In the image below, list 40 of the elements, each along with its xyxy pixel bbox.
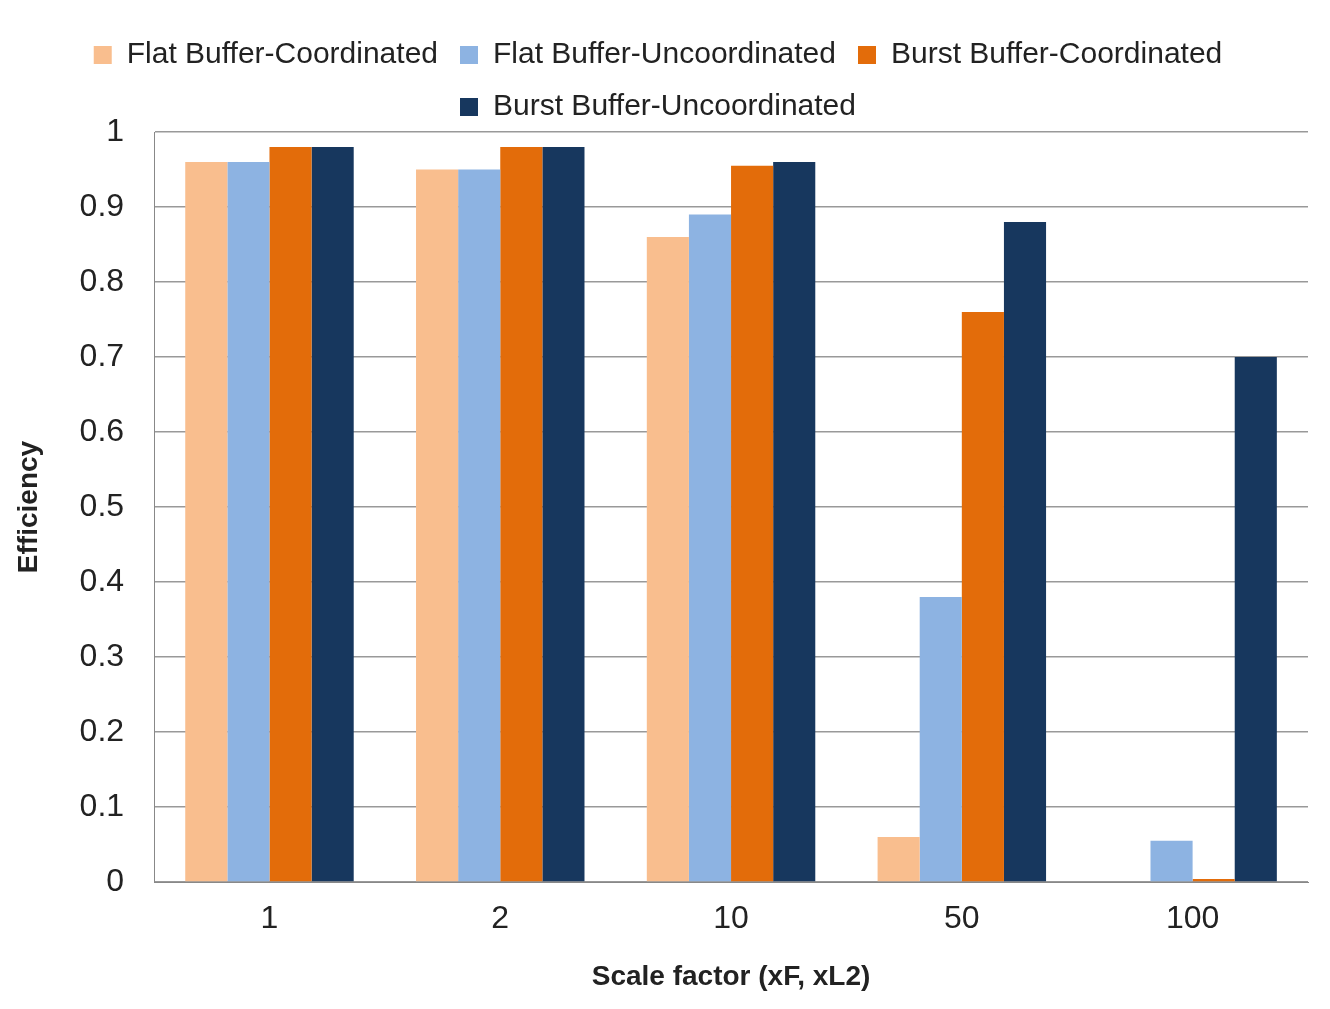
bar [542,147,585,882]
bar [311,147,354,882]
bar [646,237,689,882]
y-tick-label: 0.5 [79,486,125,523]
y-tick-label: 0.3 [79,636,125,673]
bar [961,312,1004,882]
y-tick-label: 0.2 [79,711,125,748]
x-tick-label: 2 [491,899,510,936]
bar [185,162,228,882]
y-tick-label: 0.8 [79,261,125,298]
x-tick-label: 50 [944,899,980,936]
bar [1234,357,1277,882]
x-tick-label: 1 [260,899,279,936]
y-tick-label: 1 [106,111,125,148]
bar [688,214,732,882]
y-tick-label: 0.7 [79,336,125,373]
bar [458,169,501,882]
y-tick-label: 0.4 [79,561,125,598]
y-tick-label: 0.1 [79,786,125,823]
legend-label: Flat Buffer-Coordinated [126,36,439,70]
x-tick-label: 100 [1165,899,1220,936]
y-axis-title: Efficiency [11,440,43,574]
bar [877,837,920,882]
bar [1150,840,1193,882]
legend-label: Burst Buffer-Uncoordinated [493,88,856,122]
x-axis-title: Scale factor (xF, xL2) [591,959,871,991]
y-tick-label: 0.6 [79,411,125,448]
legend-label: Burst Buffer-Coordinated [890,36,1223,70]
bar [500,147,543,882]
bar [227,162,270,882]
legend-label: Flat Buffer-Uncoordinated [493,36,836,70]
y-tick-label: 0.9 [79,186,125,223]
bar [416,169,459,882]
y-tick-label: 0 [106,861,125,898]
x-tick-label: 10 [713,899,749,936]
bar [1003,222,1047,882]
bar [919,597,962,882]
bar [773,162,816,882]
bar [269,147,312,882]
bar [731,165,774,882]
